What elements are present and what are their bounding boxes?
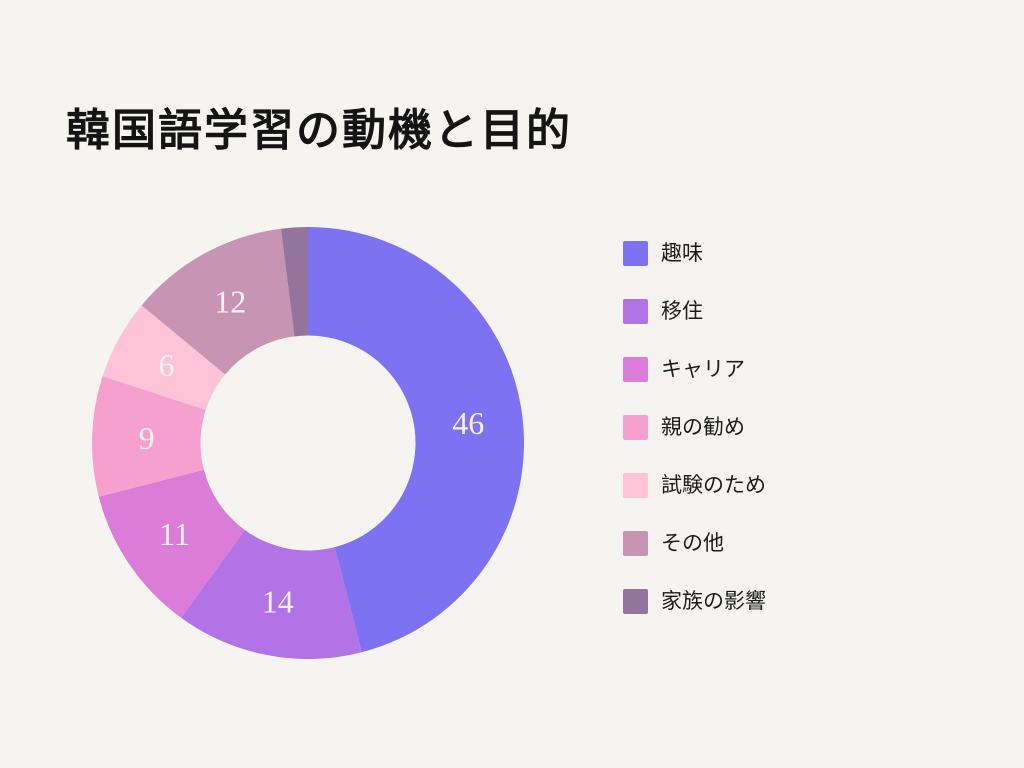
slice-value-label: 6: [158, 347, 174, 383]
legend-item: 親の勧め: [623, 415, 766, 440]
legend-label: キャリア: [661, 358, 745, 381]
legend-item: 趣味: [623, 241, 766, 266]
legend-item: その他: [623, 531, 766, 556]
donut-slice-1: [181, 529, 362, 659]
legend-swatch: [623, 415, 648, 440]
legend-label: 移住: [661, 300, 703, 323]
legend-swatch: [623, 357, 648, 382]
legend-label: その他: [661, 532, 724, 555]
donut-slice-0: [308, 227, 524, 653]
legend-label: 趣味: [661, 242, 703, 265]
donut-slice-6: [280, 227, 308, 337]
legend-swatch: [623, 473, 648, 498]
legend-label: 試験のため: [661, 474, 766, 497]
slice-value-label: 14: [262, 584, 294, 620]
legend-swatch: [623, 241, 648, 266]
donut-slice-2: [98, 469, 245, 618]
chart-title: 韓国語学習の動機と目的: [66, 106, 572, 155]
legend-swatch: [623, 589, 648, 614]
legend-swatch: [623, 531, 648, 556]
donut-chart: 46 14 11 9 6 12: [92, 227, 524, 659]
chart-legend: 趣味 移住 キャリア 親の勧め 試験のため その他 家族の影響: [623, 241, 766, 614]
legend-label: 親の勧め: [661, 416, 745, 439]
slice-value-label: 12: [214, 283, 246, 319]
slice-value-label: 11: [159, 516, 190, 552]
slice-value-label: 9: [139, 420, 155, 456]
legend-item: キャリア: [623, 357, 766, 382]
slice-value-label: 46: [452, 405, 484, 441]
legend-item: 試験のため: [623, 473, 766, 498]
legend-label: 家族の影響: [661, 590, 766, 613]
legend-item: 家族の影響: [623, 589, 766, 614]
legend-item: 移住: [623, 299, 766, 324]
donut-slice-3: [92, 376, 206, 497]
legend-swatch: [623, 299, 648, 324]
donut-slice-4: [102, 305, 226, 410]
donut-slice-5: [141, 228, 295, 375]
